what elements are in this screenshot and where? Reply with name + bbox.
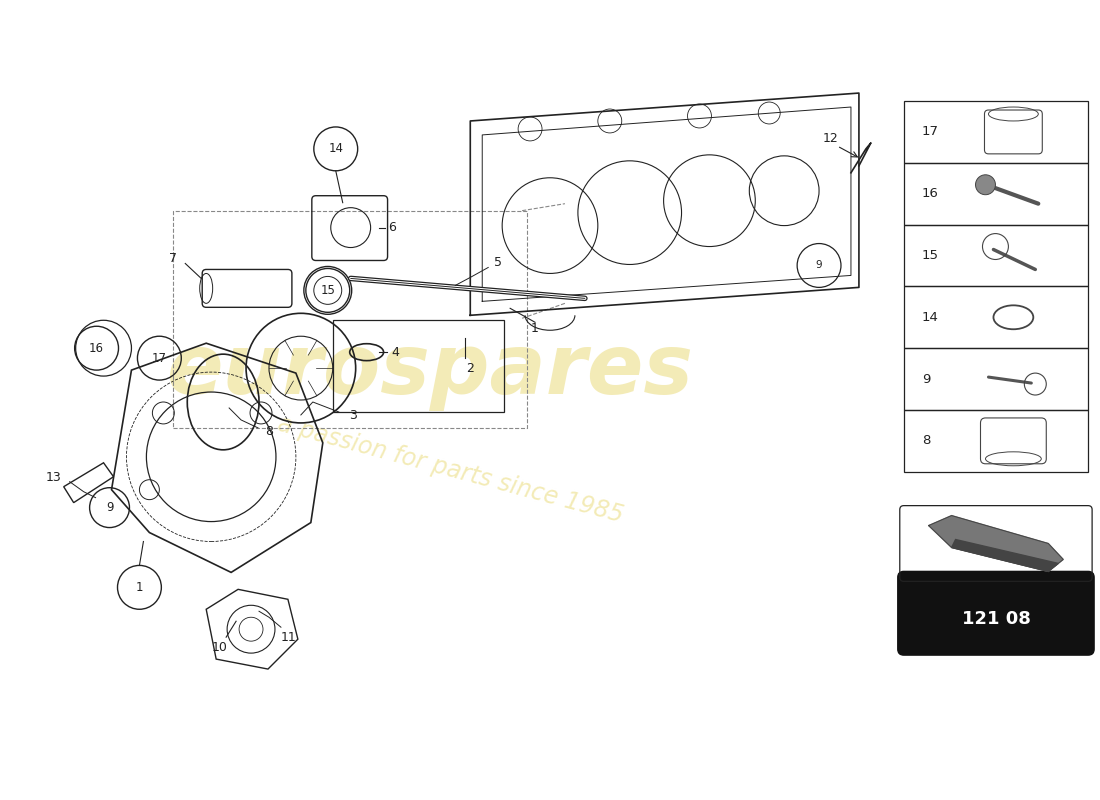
Bar xyxy=(333,320,504,412)
Text: 8: 8 xyxy=(922,434,931,447)
Polygon shape xyxy=(928,515,1064,571)
Text: 11: 11 xyxy=(280,630,297,644)
Text: 6: 6 xyxy=(388,221,396,234)
Text: 9: 9 xyxy=(106,501,113,514)
Text: 9: 9 xyxy=(922,373,931,386)
Text: 15: 15 xyxy=(320,284,336,297)
Bar xyxy=(174,210,527,428)
Text: eurospares: eurospares xyxy=(167,330,694,410)
Text: 121 08: 121 08 xyxy=(961,610,1031,628)
Bar xyxy=(904,101,1088,163)
Text: 14: 14 xyxy=(922,310,938,324)
Bar xyxy=(904,225,1088,286)
Text: 17: 17 xyxy=(152,352,167,365)
Text: 17: 17 xyxy=(922,126,938,138)
Text: 3: 3 xyxy=(349,410,356,422)
Bar xyxy=(904,410,1088,472)
Text: 13: 13 xyxy=(46,471,62,484)
Text: 12: 12 xyxy=(823,133,839,146)
Text: 1: 1 xyxy=(135,581,143,594)
Text: 16: 16 xyxy=(922,187,938,200)
Text: 9: 9 xyxy=(816,261,823,270)
Text: 15: 15 xyxy=(922,249,938,262)
Text: 16: 16 xyxy=(89,342,104,354)
Text: 7: 7 xyxy=(169,252,177,265)
Polygon shape xyxy=(952,539,1058,571)
Text: 4: 4 xyxy=(392,346,399,358)
Text: 14: 14 xyxy=(328,142,343,155)
Circle shape xyxy=(976,174,996,194)
Text: a passion for parts since 1985: a passion for parts since 1985 xyxy=(275,412,626,527)
Bar xyxy=(904,348,1088,410)
Bar xyxy=(904,286,1088,348)
Text: 10: 10 xyxy=(211,641,227,654)
Text: 8: 8 xyxy=(265,426,273,438)
Text: 5: 5 xyxy=(494,256,503,269)
FancyBboxPatch shape xyxy=(898,571,1094,655)
Text: 1: 1 xyxy=(531,322,539,334)
Text: 2: 2 xyxy=(466,362,474,374)
Bar xyxy=(904,163,1088,225)
